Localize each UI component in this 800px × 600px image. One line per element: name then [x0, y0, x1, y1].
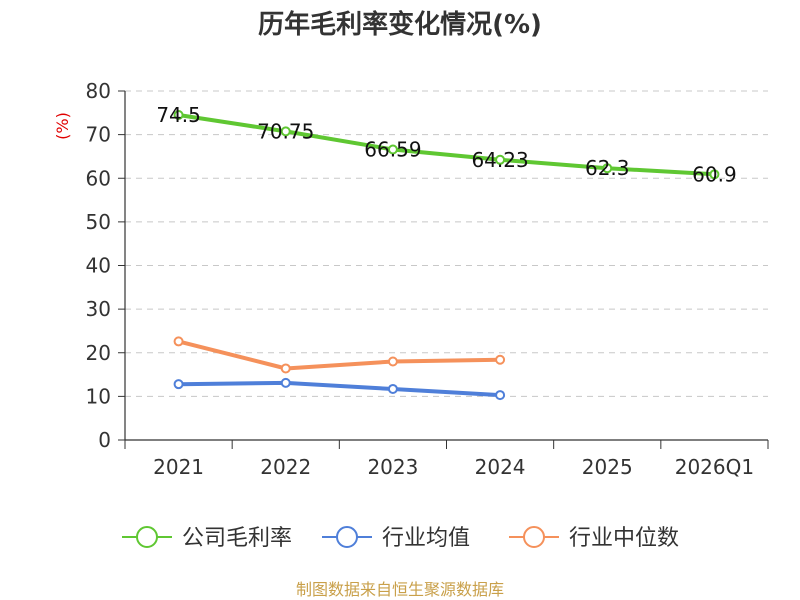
y-axis-label: (%) [53, 112, 72, 140]
gridlines [125, 90, 768, 397]
x-tick-label-2021: 2021 [153, 455, 204, 479]
series-line-1 [176, 380, 503, 398]
data-label-s0-2023: 66.59 [364, 138, 421, 162]
point-s2-2021[interactable] [173, 336, 184, 347]
point-s0-2022[interactable] [280, 126, 291, 137]
x-tick-label-2022: 2022 [260, 455, 311, 479]
point-s0-2024[interactable] [495, 154, 506, 165]
point-s1-2021[interactable] [173, 379, 184, 390]
x-tick-label-2024: 2024 [475, 455, 526, 479]
point-s2-2022[interactable] [280, 363, 291, 374]
data-label-s0-2025: 62.3 [585, 156, 630, 180]
y-tick-label-10: 10 [86, 384, 111, 408]
y-tick-label-60: 60 [86, 166, 111, 190]
y-tick-label-50: 50 [86, 210, 111, 234]
data-label-s0-2024: 64.23 [471, 148, 528, 172]
axes: 0 10 20 30 40 50 60 70 80 2021 2022 2023 2024 2025 202… [86, 79, 769, 479]
y-tick-label-20: 20 [86, 341, 111, 365]
point-s2-2023[interactable] [387, 356, 398, 367]
legend[interactable]: 公司毛利率 行业均值 行业中位数 [122, 526, 679, 551]
series-group [173, 109, 720, 401]
y-tick-label-30: 30 [86, 297, 111, 321]
y-tick-label-40: 40 [86, 254, 111, 278]
source-note: 制图数据来自恒生聚源数据库 [296, 580, 504, 599]
x-tick-label-2023: 2023 [367, 455, 418, 479]
point-s0-2023[interactable] [387, 144, 398, 155]
legend-label-0[interactable]: 公司毛利率 [182, 526, 292, 551]
x-tick-label-2025: 2025 [582, 455, 633, 479]
data-label-s0-2026Q1: 60.9 [692, 162, 737, 186]
x-tick-label-2026Q1: 2026Q1 [675, 455, 754, 479]
legend-marker-0[interactable] [136, 526, 158, 548]
point-s1-2022[interactable] [280, 377, 291, 388]
point-s1-2024[interactable] [495, 390, 506, 401]
legend-marker-2[interactable] [523, 526, 545, 548]
point-s0-2025[interactable] [602, 163, 613, 174]
series-line-2 [176, 339, 503, 371]
point-s0-2021[interactable] [173, 109, 184, 120]
legend-marker-1[interactable] [336, 526, 358, 548]
data-label-s0-2022: 70.75 [257, 119, 314, 143]
point-s1-2023[interactable] [387, 383, 398, 394]
y-tick-label-0: 0 [98, 428, 111, 452]
y-tick-label-80: 80 [86, 79, 111, 103]
point-s0-2026Q1[interactable] [709, 169, 720, 180]
data-labels: 74.5 70.75 66.59 64.23 62.3 60.9 [156, 103, 736, 186]
series-line-0 [176, 113, 717, 177]
point-s2-2024[interactable] [495, 354, 506, 365]
chart-title: 历年毛利率变化情况(%) [258, 9, 542, 40]
legend-label-1[interactable]: 行业均值 [382, 526, 470, 551]
data-label-s0-2021: 74.5 [156, 103, 201, 127]
legend-label-2[interactable]: 行业中位数 [569, 526, 679, 551]
y-tick-label-70: 70 [86, 123, 111, 147]
